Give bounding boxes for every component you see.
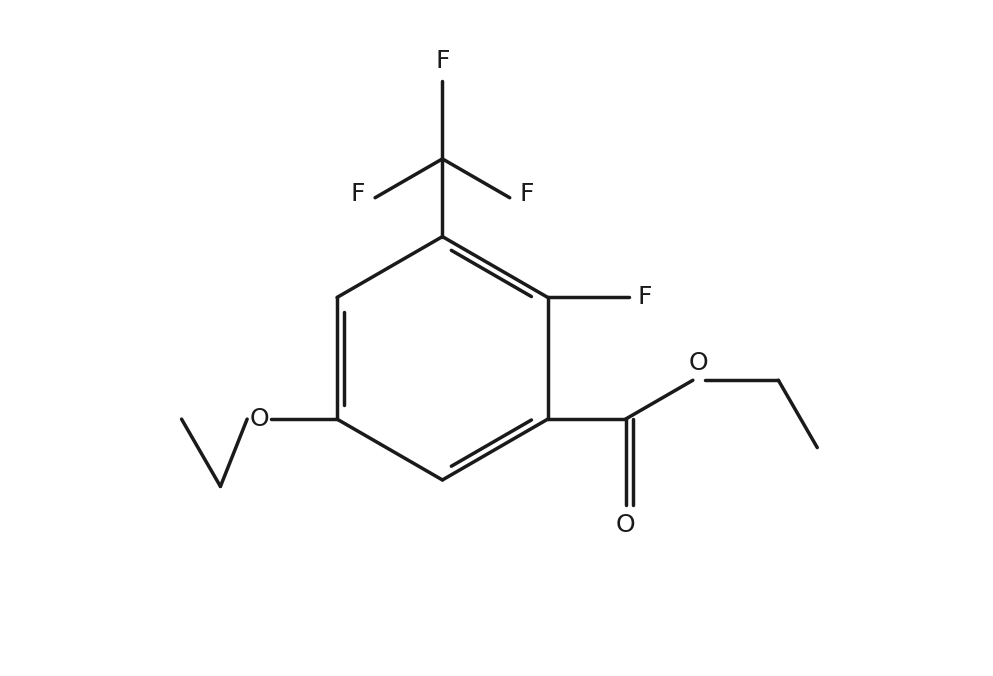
Text: O: O	[688, 351, 708, 375]
Text: F: F	[520, 183, 534, 206]
Text: O: O	[249, 407, 269, 431]
Text: O: O	[616, 514, 636, 537]
Text: F: F	[638, 285, 652, 310]
Text: F: F	[435, 49, 450, 73]
Text: F: F	[351, 183, 365, 206]
